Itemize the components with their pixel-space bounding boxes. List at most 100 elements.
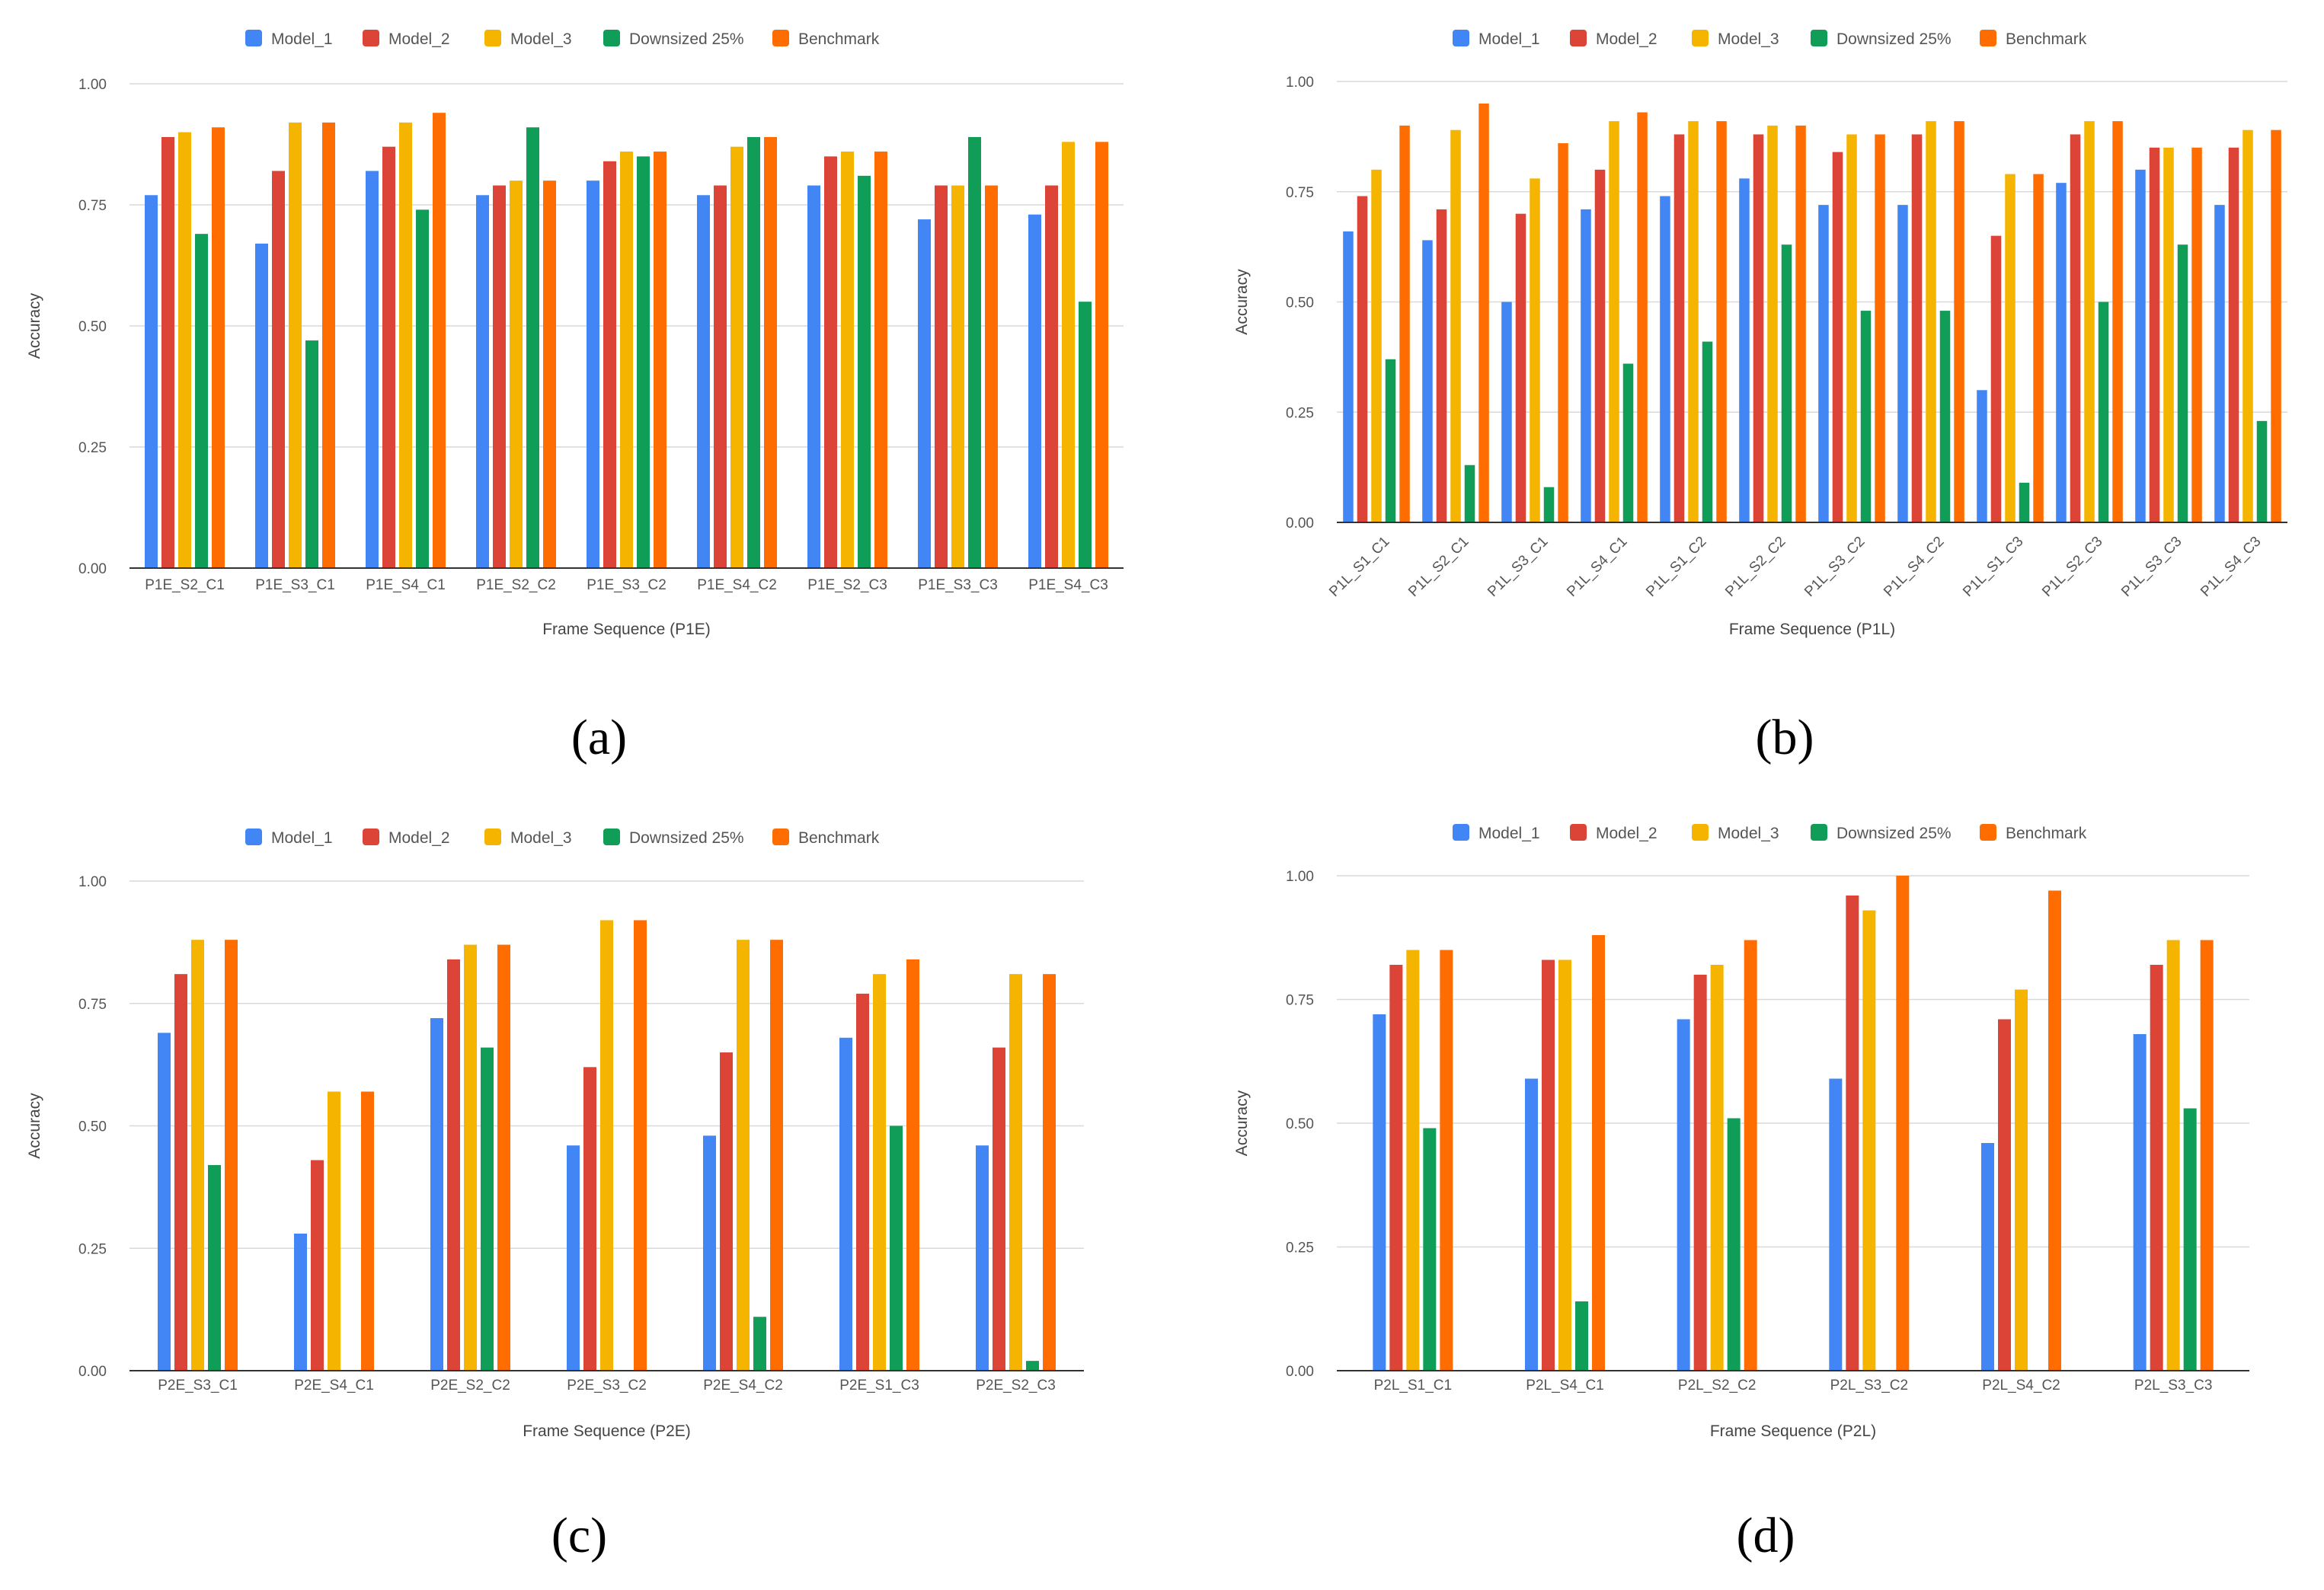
bar-P2L_S4_C2-model-2 — [1998, 1019, 2011, 1371]
bar-P2E_S1_C3-model-3 — [873, 974, 886, 1371]
bar-P2E_S2_C3-model-3 — [1009, 974, 1022, 1371]
bar-P1E_S2_C3-model-1 — [807, 185, 820, 568]
bar-P1E_S4_C3-model-1 — [1028, 214, 1041, 568]
bar-P1L_S3_C1-model-1 — [1501, 302, 1512, 522]
x-tick-label: P1L_S4_C1 — [1564, 534, 1630, 600]
bar-P2E_S4_C1-model-2 — [311, 1160, 324, 1371]
panel-label: (b) — [1756, 710, 1814, 765]
x-axis-title: Frame Sequence (P2E) — [523, 1422, 691, 1440]
bar-P2L_S4_C1-model-3 — [1558, 959, 1571, 1371]
bar-P2E_S4_C1-model-1 — [294, 1233, 307, 1371]
bar-P2E_S2_C3-model-1 — [976, 1145, 989, 1371]
bar-P2E_S4_C2-downsized-25- — [753, 1317, 766, 1371]
legend-swatch-1 — [245, 30, 262, 46]
x-axis-title: Frame Sequence (P1L) — [1729, 621, 1895, 638]
bar-P2L_S3_C2-model-3 — [1862, 910, 1876, 1371]
bar-P1E_S3_C1-benchmark — [322, 122, 335, 568]
bar-P2E_S4_C2-model-1 — [703, 1135, 716, 1371]
bar-P2E_S3_C1-model-1 — [158, 1033, 171, 1371]
bar-P1L_S3_C3-downsized-25- — [2177, 244, 2188, 522]
bar-P1E_S3_C3-benchmark — [985, 185, 998, 568]
legend-label: Downsized 25% — [629, 829, 744, 847]
bar-P1L_S4_C1-downsized-25- — [1622, 363, 1634, 522]
legend-label: Model_3 — [1718, 30, 1779, 48]
bar-P2E_S2_C3-benchmark — [1043, 974, 1056, 1371]
bar-P1E_S2_C2-model-3 — [510, 180, 523, 568]
bar-P1E_S3_C2-model-3 — [620, 152, 633, 569]
y-tick-label: 0.75 — [1286, 993, 1314, 1009]
chart-panel-3: Model_1 Model_2 Model_3 Downsized 25% Benchm… — [26, 829, 1084, 1563]
x-tick-label: P1E_S3_C3 — [918, 577, 998, 593]
bar-P1E_S2_C1-model-2 — [161, 136, 174, 568]
y-tick-label: 0.25 — [1286, 405, 1314, 421]
bar-P1E_S2_C2-downsized-25- — [526, 127, 539, 569]
bar-P2E_S2_C2-model-3 — [464, 944, 477, 1371]
legend-swatch-5 — [1980, 30, 1996, 46]
legend-label: Benchmark — [2006, 825, 2087, 842]
bar-P2E_S3_C2-model-2 — [583, 1067, 596, 1371]
bar-P1E_S4_C2-model-1 — [697, 195, 710, 568]
bar-P1E_S4_C2-model-2 — [714, 185, 727, 568]
bar-P1L_S3_C2-model-1 — [1818, 205, 1829, 522]
bar-P1L_S3_C1-downsized-25- — [1543, 487, 1555, 522]
bar-P1E_S2_C1-benchmark — [212, 127, 225, 569]
bar-P2L_S2_C2-benchmark — [1744, 940, 1757, 1371]
bar-P1L_S4_C1-model-1 — [1581, 209, 1591, 522]
bar-P2E_S4_C1-benchmark — [361, 1091, 374, 1371]
x-tick-label: P1E_S3_C1 — [255, 577, 335, 593]
bar-P2E_S2_C2-model-2 — [447, 959, 460, 1371]
bar-P2L_S4_C2-model-3 — [2015, 989, 2028, 1371]
bar-P2E_S3_C2-model-3 — [600, 920, 613, 1371]
x-tick-label: P1L_S2_C1 — [1405, 534, 1472, 600]
bar-P1E_S3_C2-downsized-25- — [637, 156, 650, 568]
x-tick-label: P2E_S4_C2 — [703, 1378, 783, 1394]
bar-P2L_S3_C2-model-2 — [1846, 896, 1859, 1371]
bar-P1L_S1_C1-model-2 — [1357, 196, 1368, 522]
legend-label: Benchmark — [798, 30, 880, 48]
x-tick-label: P2L_S4_C1 — [1526, 1378, 1603, 1394]
legend-label: Downsized 25% — [1837, 825, 1952, 842]
bar-P1E_S4_C1-model-1 — [366, 171, 379, 569]
bar-P1L_S1_C3-model-3 — [2005, 174, 2016, 522]
bar-P1L_S4_C2-benchmark — [1954, 121, 1964, 523]
bar-P1E_S3_C3-model-2 — [935, 185, 948, 568]
bar-P2E_S2_C3-model-2 — [993, 1047, 1005, 1371]
bar-P1L_S1_C1-model-3 — [1371, 169, 1382, 523]
y-tick-label: 0.75 — [1286, 185, 1314, 201]
bar-P1L_S3_C3-model-3 — [2163, 147, 2174, 522]
bar-P2L_S2_C2-model-3 — [1710, 965, 1724, 1371]
x-tick-label: P1L_S1_C1 — [1326, 534, 1392, 600]
bar-P1E_S3_C3-model-3 — [951, 185, 964, 568]
y-axis-title: Accuracy — [1233, 1090, 1251, 1156]
bar-P1E_S2_C3-model-2 — [824, 156, 837, 568]
bar-P1E_S3_C2-model-2 — [603, 161, 616, 568]
bar-P2E_S1_C3-model-1 — [839, 1037, 852, 1371]
legend-label: Model_3 — [1718, 825, 1779, 842]
bar-P2L_S1_C1-model-3 — [1406, 950, 1420, 1371]
bar-P2L_S4_C1-downsized-25- — [1575, 1301, 1588, 1371]
bar-P1L_S4_C2-model-3 — [1926, 121, 1936, 523]
y-tick-label: 0.00 — [1286, 516, 1314, 532]
bar-P1L_S4_C3-model-2 — [2228, 147, 2239, 522]
bar-P1E_S4_C3-downsized-25- — [1079, 302, 1092, 568]
legend-label: Model_3 — [510, 30, 572, 48]
bar-P1E_S4_C2-benchmark — [764, 136, 777, 568]
x-axis-title: Frame Sequence (P2L) — [1710, 1422, 1876, 1440]
bar-P1L_S3_C2-model-3 — [1846, 134, 1857, 523]
x-tick-label: P1E_S4_C1 — [366, 577, 446, 593]
y-axis-title: Accuracy — [26, 1093, 43, 1159]
x-tick-label: P2L_S3_C2 — [1830, 1378, 1908, 1394]
bar-P2E_S1_C3-downsized-25- — [890, 1125, 903, 1371]
bar-P1L_S3_C2-downsized-25- — [1860, 311, 1872, 522]
legend-swatch-5 — [772, 829, 789, 845]
bar-P1E_S4_C3-benchmark — [1095, 142, 1108, 568]
bar-P2E_S2_C2-downsized-25- — [481, 1047, 494, 1371]
bar-P1L_S3_C3-model-2 — [2149, 147, 2160, 522]
bar-P1L_S1_C1-model-1 — [1343, 231, 1354, 522]
bar-P1L_S3_C3-model-1 — [2135, 169, 2146, 523]
legend-swatch-3 — [484, 30, 501, 46]
bar-P1L_S2_C1-model-2 — [1436, 209, 1447, 522]
bar-P1E_S4_C2-downsized-25- — [747, 136, 760, 568]
bar-P2L_S3_C3-model-2 — [2150, 965, 2163, 1371]
bar-P1L_S4_C3-downsized-25- — [2256, 420, 2268, 522]
